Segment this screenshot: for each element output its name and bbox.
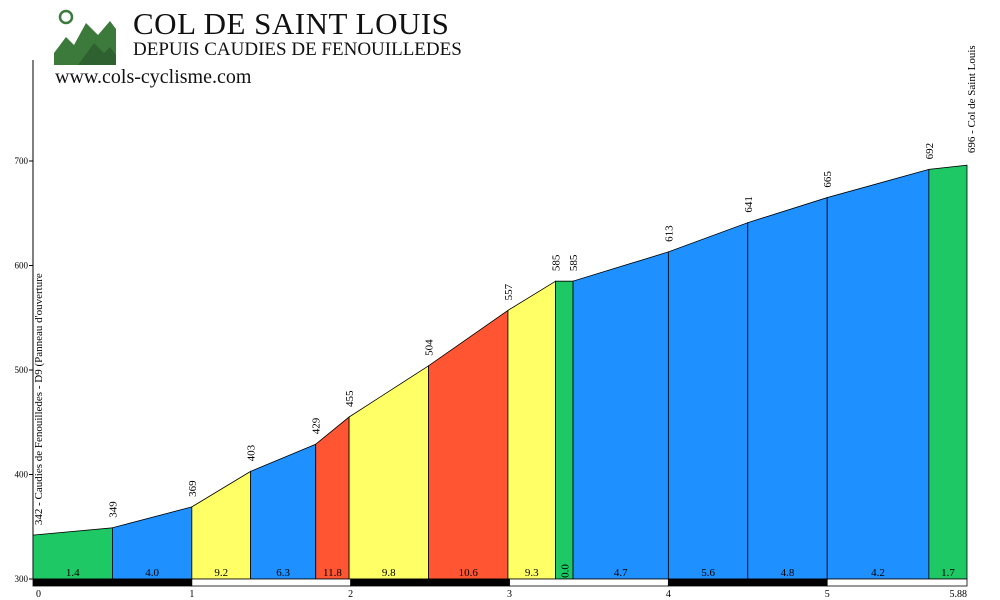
altitude-label: 641	[743, 196, 755, 213]
segment-gradient-label: 4.2	[871, 567, 885, 579]
profile-segment	[315, 416, 350, 580]
segment-gradient-label: 9.8	[382, 567, 396, 579]
profile-segment	[250, 443, 317, 580]
profile-segment	[667, 222, 749, 580]
altitude-label: 504	[424, 339, 436, 356]
km-bar-block	[191, 578, 352, 587]
altitude-label: 557	[503, 283, 515, 300]
y-tick-label: 500	[15, 365, 29, 375]
segment-gradient-label: 9.2	[214, 567, 228, 579]
page-title: COL DE SAINT LOUIS	[133, 6, 450, 41]
km-bar-block	[667, 578, 828, 587]
segment-gradient-label: 4.7	[614, 567, 628, 579]
y-tick-label: 300	[15, 574, 29, 584]
altitude-label: 403	[246, 444, 258, 461]
x-tick-label: 5.88	[950, 589, 968, 600]
segment-gradient-label: 11.8	[323, 567, 342, 579]
segment-gradient-label: 9.3	[525, 567, 539, 579]
km-bar-block	[826, 578, 968, 587]
start-location-label: 342 - Caudies de Fenouilledes - D9 (Pann…	[33, 273, 45, 525]
segment-gradient-label: 0.0	[559, 564, 571, 578]
segment-gradient-label: 4.8	[781, 567, 795, 579]
profile-segment	[747, 197, 828, 580]
altitude-label: 429	[311, 417, 323, 434]
km-bar-block	[350, 578, 510, 587]
site-url: www.cols-cyclisme.com	[55, 66, 252, 88]
mountain-logo-icon	[54, 9, 116, 65]
altitude-label: 585	[551, 254, 563, 271]
segment-gradient-label: 10.6	[459, 567, 479, 579]
altitude-label: 585	[568, 254, 580, 271]
profile-segment	[507, 280, 556, 580]
profile-segment	[928, 164, 968, 580]
x-tick-label: 3	[507, 589, 512, 600]
x-tick-label: 4	[666, 589, 671, 600]
y-tick-label: 400	[15, 470, 29, 480]
km-bar-block	[32, 578, 193, 587]
profile-segment	[826, 168, 930, 580]
profile-segment	[348, 365, 429, 580]
altitude-label: 455	[344, 390, 356, 407]
x-tick-label: 5	[825, 589, 830, 600]
segment-gradient-label: 1.4	[66, 567, 80, 579]
end-location-label: 696 - Col de Saint Louis	[966, 45, 978, 153]
x-tick-label: 2	[348, 589, 353, 600]
altitude-label: 613	[663, 225, 675, 242]
altitude-label: 692	[924, 143, 936, 160]
altitude-label: 369	[187, 480, 199, 497]
segment-gradient-label: 5.6	[701, 567, 715, 579]
segment-gradient-label: 1.7	[941, 567, 955, 579]
page-subtitle: DEPUIS CAUDIES DE FENOUILLEDES	[133, 39, 462, 60]
altitude-label: 349	[107, 501, 119, 518]
km-bar-block	[509, 578, 669, 587]
profile-segment	[572, 251, 669, 580]
y-tick-label: 600	[15, 261, 29, 271]
segment-gradient-label: 6.3	[276, 567, 290, 579]
x-tick-label: 1	[189, 589, 194, 600]
altitude-label: 665	[822, 171, 834, 188]
profile-segment	[555, 280, 574, 580]
profile-segment	[191, 470, 252, 580]
x-tick-label: 0	[36, 589, 41, 600]
profile-segment	[428, 309, 509, 580]
segment-gradient-label: 4.0	[145, 567, 159, 579]
y-tick-label: 700	[15, 156, 29, 166]
